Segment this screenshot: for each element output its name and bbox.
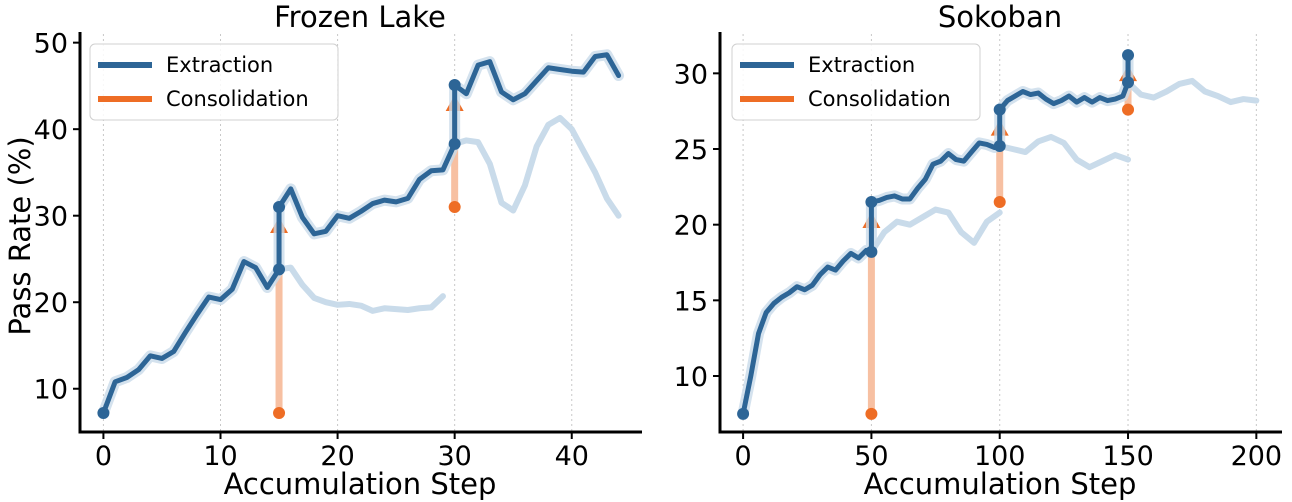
frozen-lake-x-tick-label: 30 bbox=[437, 441, 471, 472]
sokoban-jump-from-point bbox=[1122, 76, 1135, 89]
frozen-lake-faded-line bbox=[451, 114, 622, 219]
sokoban-y-tick-label: 30 bbox=[674, 59, 708, 90]
legend-consolidation-label: Consolidation bbox=[166, 87, 309, 111]
sokoban-jump-to-point bbox=[993, 103, 1006, 116]
frozen-lake-panel: Frozen Lake 0 10 20 30 40 10 20 30 40 50 Accumul… bbox=[3, 0, 642, 501]
sokoban-jump-from-point bbox=[865, 245, 878, 258]
sokoban-extraction-series bbox=[737, 49, 1135, 420]
legend-extraction-label: Extraction bbox=[808, 53, 915, 77]
frozen-lake-consolidation-origin-point bbox=[273, 406, 286, 419]
sokoban-y-tick-label: 25 bbox=[674, 135, 708, 166]
sokoban-y-tick-label: 10 bbox=[674, 362, 708, 393]
frozen-lake-y-tick-label: 50 bbox=[34, 29, 68, 60]
frozen-lake-jump-to-point bbox=[273, 201, 286, 214]
sokoban-y-tick-label: 20 bbox=[674, 211, 708, 242]
sokoban-faded-line bbox=[1125, 77, 1260, 106]
sokoban-x-tick-label: 50 bbox=[854, 441, 888, 472]
legend-extraction-label: Extraction bbox=[166, 53, 273, 77]
frozen-lake-consolidation-origin-point bbox=[448, 201, 461, 214]
sokoban-y-ticks: 10 15 20 25 30 bbox=[674, 59, 720, 393]
frozen-lake-y-tick-label: 40 bbox=[34, 115, 68, 146]
sokoban-faded-line bbox=[868, 206, 1003, 255]
sokoban-consolidation-origin-point bbox=[865, 407, 878, 420]
sokoban-extraction-start-point bbox=[737, 407, 750, 420]
sokoban-x-tick-label: 200 bbox=[1231, 441, 1283, 472]
sokoban-faded-series bbox=[868, 77, 1260, 255]
frozen-lake-jump-from-point bbox=[273, 263, 286, 276]
sokoban-y-tick-label: 15 bbox=[674, 286, 708, 317]
frozen-lake-extraction-start-point bbox=[97, 406, 110, 419]
frozen-lake-title: Frozen Lake bbox=[274, 0, 446, 34]
frozen-lake-y-tick-label: 20 bbox=[34, 288, 68, 319]
sokoban-panel: Sokoban 0 50 100 150 200 10 15 20 25 30 Accumula… bbox=[674, 0, 1282, 501]
sokoban-x-tick-label: 0 bbox=[735, 441, 752, 472]
frozen-lake-y-tick-label: 10 bbox=[34, 375, 68, 406]
frozen-lake-extraction-line bbox=[100, 52, 622, 416]
frozen-lake-jump-to-point bbox=[448, 79, 461, 92]
frozen-lake-x-label: Accumulation Step bbox=[224, 467, 497, 501]
sokoban-extraction-line bbox=[740, 52, 1131, 417]
frozen-lake-faded-series bbox=[276, 114, 622, 314]
frozen-lake-x-tick-label: 20 bbox=[320, 441, 354, 472]
sokoban-consolidation-origin-point bbox=[1122, 103, 1135, 116]
sokoban-faded-line bbox=[996, 133, 1132, 171]
sokoban-legend: Extraction Consolidation bbox=[731, 43, 981, 121]
frozen-lake-y-ticks: 10 20 30 40 50 bbox=[34, 29, 80, 406]
sokoban-jump-to-point bbox=[865, 195, 878, 208]
sokoban-consolidation-origin-point bbox=[993, 195, 1006, 208]
frozen-lake-legend: Extraction Consolidation bbox=[89, 43, 339, 121]
frozen-lake-x-tick-label: 10 bbox=[203, 441, 237, 472]
sokoban-x-ticks: 0 50 100 150 200 bbox=[735, 432, 1283, 472]
legend-consolidation-label: Consolidation bbox=[808, 87, 951, 111]
sokoban-x-tick-label: 150 bbox=[1102, 441, 1154, 472]
frozen-lake-faded-line bbox=[276, 264, 446, 314]
sokoban-x-tick-label: 100 bbox=[974, 441, 1026, 472]
y-axis-label: Pass Rate (%) bbox=[3, 136, 37, 335]
frozen-lake-axes bbox=[78, 32, 642, 434]
frozen-lake-extraction-series bbox=[97, 49, 625, 419]
sokoban-title: Sokoban bbox=[938, 0, 1062, 34]
sokoban-jump-from-point bbox=[993, 139, 1006, 152]
sokoban-jump-to-point bbox=[1122, 49, 1135, 62]
sokoban-x-label: Accumulation Step bbox=[864, 467, 1137, 501]
frozen-lake-x-tick-label: 40 bbox=[555, 441, 589, 472]
frozen-lake-x-tick-label: 0 bbox=[95, 441, 112, 472]
frozen-lake-jump-from-point bbox=[448, 137, 461, 150]
frozen-lake-consolidation-arrows bbox=[270, 95, 464, 419]
frozen-lake-y-tick-label: 30 bbox=[34, 202, 68, 233]
frozen-lake-x-ticks: 0 10 20 30 40 bbox=[95, 432, 589, 472]
